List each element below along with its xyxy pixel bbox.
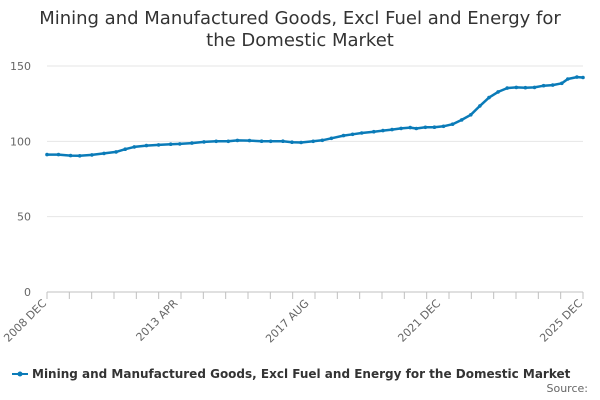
series-group [45, 75, 585, 158]
data-point[interactable] [214, 139, 218, 144]
data-point[interactable] [247, 138, 252, 143]
y-tick-label: 150 [10, 60, 31, 73]
data-point[interactable] [459, 118, 464, 122]
data-point[interactable] [581, 75, 585, 80]
chart-title: Mining and Manufactured Goods, Excl Fuel… [39, 8, 561, 51]
y-tick-label: 50 [17, 211, 31, 224]
data-point[interactable] [259, 139, 264, 143]
data-point[interactable] [566, 77, 570, 81]
data-point[interactable] [505, 86, 510, 90]
data-point[interactable] [432, 125, 437, 129]
chart-title-line-1: Mining and Manufactured Goods, Excl Fuel… [39, 8, 561, 29]
data-point[interactable] [414, 126, 419, 131]
data-point[interactable] [532, 85, 537, 90]
data-point[interactable] [575, 75, 579, 79]
data-point[interactable] [399, 126, 403, 131]
data-point[interactable] [450, 122, 455, 126]
data-point[interactable] [311, 139, 316, 144]
x-axis: 2008 DEC 2013 APR 2017 AUG 2021 DEC 2025 DEC [1, 291, 585, 346]
data-point[interactable] [423, 125, 428, 130]
data-point[interactable] [560, 81, 564, 86]
data-point[interactable] [550, 83, 555, 87]
data-point[interactable] [359, 131, 364, 135]
x-tick-label: 2021 DEC [395, 297, 443, 345]
data-point[interactable] [541, 83, 546, 88]
source-label: Source: [547, 382, 589, 395]
data-point[interactable] [514, 85, 519, 90]
x-tick-label: 2008 DEC [1, 297, 49, 345]
chart-title-line-2: the Domestic Market [206, 30, 394, 51]
data-point[interactable] [90, 153, 94, 157]
data-point[interactable] [56, 152, 61, 157]
legend-label: Mining and Manufactured Goods, Excl Fuel… [32, 367, 571, 381]
data-point[interactable] [523, 85, 528, 90]
data-point[interactable] [329, 136, 334, 141]
data-point[interactable] [381, 128, 385, 133]
data-point[interactable] [299, 140, 303, 145]
data-point[interactable] [144, 143, 149, 148]
y-tick-label: 0 [24, 286, 31, 299]
data-point[interactable] [68, 153, 73, 158]
data-point[interactable] [290, 140, 294, 144]
data-point[interactable] [45, 152, 49, 157]
data-point[interactable] [441, 124, 446, 129]
data-point[interactable] [77, 154, 82, 158]
data-point[interactable] [487, 95, 491, 100]
data-point[interactable] [226, 139, 231, 144]
data-point[interactable] [390, 127, 394, 132]
data-point[interactable] [156, 143, 161, 147]
data-point[interactable] [320, 138, 325, 143]
data-point[interactable] [168, 142, 173, 146]
data-point[interactable] [178, 142, 182, 146]
y-tick-label: 100 [10, 135, 31, 148]
series-line [45, 75, 585, 158]
data-point[interactable] [350, 132, 355, 137]
legend-swatch-marker [17, 371, 23, 377]
x-tick-label: 2017 AUG [263, 297, 312, 346]
data-point[interactable] [235, 138, 240, 143]
x-tick-label: 2013 APR [134, 297, 181, 344]
data-point[interactable] [132, 145, 137, 149]
data-point[interactable] [202, 140, 206, 144]
data-point[interactable] [469, 113, 473, 117]
data-point[interactable] [281, 139, 285, 143]
data-point[interactable] [190, 141, 194, 145]
data-point[interactable] [372, 129, 376, 134]
data-point[interactable] [102, 151, 106, 156]
data-point[interactable] [114, 150, 118, 154]
data-point[interactable] [341, 133, 346, 138]
data-point[interactable] [123, 147, 127, 151]
y-axis-ticks: 0 50 100 150 [10, 60, 31, 299]
x-tick-label: 2025 DEC [537, 297, 585, 345]
legend[interactable]: Mining and Manufactured Goods, Excl Fuel… [12, 367, 571, 381]
data-point[interactable] [496, 90, 500, 94]
data-point[interactable] [268, 139, 273, 144]
data-point[interactable] [478, 104, 482, 108]
data-point[interactable] [408, 125, 413, 130]
